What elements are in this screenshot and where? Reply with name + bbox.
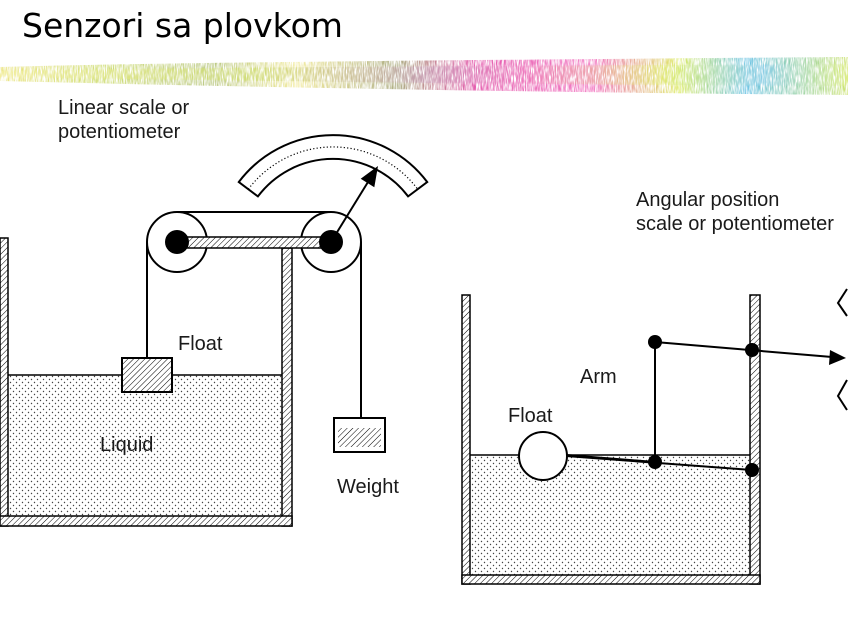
right-tank-left-wall xyxy=(461,294,471,585)
angular-scale-upper-edge xyxy=(836,288,848,317)
liquid-label: Liquid xyxy=(100,434,153,456)
scale-pointer-arrowhead xyxy=(360,166,378,188)
right-tank-bottom xyxy=(461,574,761,585)
scale-pointer-shaft xyxy=(330,181,369,243)
linear-scale-label-line1: Linear scale or xyxy=(58,97,190,119)
pivot-joint-lower-left xyxy=(648,455,662,469)
right-tank-right-wall xyxy=(749,294,761,585)
angular-float-sensor-diagram: Angular position scale or potentiometer … xyxy=(461,189,848,585)
left-tank-liquid xyxy=(8,375,282,516)
right-float-label: Float xyxy=(508,405,553,427)
left-pulley-hub xyxy=(165,230,189,254)
pivot-joint-lower-right xyxy=(745,463,759,477)
weight-label: Weight xyxy=(337,476,399,498)
brush-band-highlight xyxy=(0,64,848,86)
left-tank-bottom xyxy=(0,515,293,527)
pivot-joint-upper-left xyxy=(648,335,662,349)
right-tank-liquid xyxy=(470,455,750,575)
linear-scale-arc xyxy=(237,134,429,198)
right-float-ball xyxy=(518,431,568,481)
counter-weight-hatch xyxy=(338,428,381,447)
pulley-connecting-bar xyxy=(185,236,323,249)
angular-scale-label-line2: scale or potentiometer xyxy=(636,213,834,235)
pivot-joint-upper-right xyxy=(745,343,759,357)
slide-title: Senzori sa plovkom xyxy=(22,6,343,45)
decorative-brush-band xyxy=(0,57,848,95)
left-float-label: Float xyxy=(178,333,223,355)
arm-upper-link xyxy=(654,341,833,358)
angular-scale-lower-edge xyxy=(836,379,848,411)
left-tank-right-wall xyxy=(281,247,293,527)
linear-float-sensor-diagram: Linear scale or potentiometer Float Liqu… xyxy=(0,97,429,527)
angular-scale-label-line1: Angular position xyxy=(636,189,779,211)
left-float xyxy=(121,357,173,393)
arm-label: Arm xyxy=(580,366,617,388)
linear-scale-label-line2: potentiometer xyxy=(58,121,181,143)
left-tank-left-wall xyxy=(0,237,9,527)
angular-pointer-arrowhead xyxy=(829,350,846,365)
